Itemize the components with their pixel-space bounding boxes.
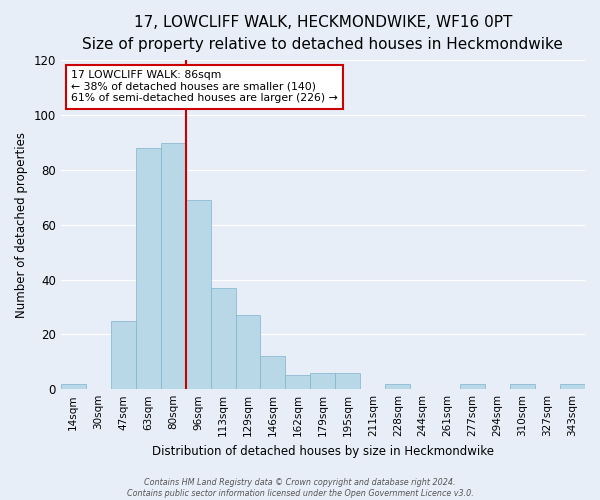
Text: 17 LOWCLIFF WALK: 86sqm
← 38% of detached houses are smaller (140)
61% of semi-d: 17 LOWCLIFF WALK: 86sqm ← 38% of detache… bbox=[71, 70, 338, 103]
Bar bbox=[161, 142, 185, 389]
Bar bbox=[460, 384, 485, 389]
Bar bbox=[310, 372, 335, 389]
Y-axis label: Number of detached properties: Number of detached properties bbox=[15, 132, 28, 318]
Bar bbox=[185, 200, 211, 389]
Bar bbox=[335, 372, 361, 389]
Bar bbox=[510, 384, 535, 389]
Bar bbox=[560, 384, 585, 389]
Title: 17, LOWCLIFF WALK, HECKMONDWIKE, WF16 0PT
Size of property relative to detached : 17, LOWCLIFF WALK, HECKMONDWIKE, WF16 0P… bbox=[82, 15, 563, 52]
Bar bbox=[136, 148, 161, 389]
X-axis label: Distribution of detached houses by size in Heckmondwike: Distribution of detached houses by size … bbox=[152, 444, 494, 458]
Text: Contains HM Land Registry data © Crown copyright and database right 2024.
Contai: Contains HM Land Registry data © Crown c… bbox=[127, 478, 473, 498]
Bar bbox=[236, 315, 260, 389]
Bar bbox=[385, 384, 410, 389]
Bar bbox=[211, 288, 236, 389]
Bar bbox=[260, 356, 286, 389]
Bar bbox=[61, 384, 86, 389]
Bar bbox=[286, 376, 310, 389]
Bar bbox=[111, 320, 136, 389]
